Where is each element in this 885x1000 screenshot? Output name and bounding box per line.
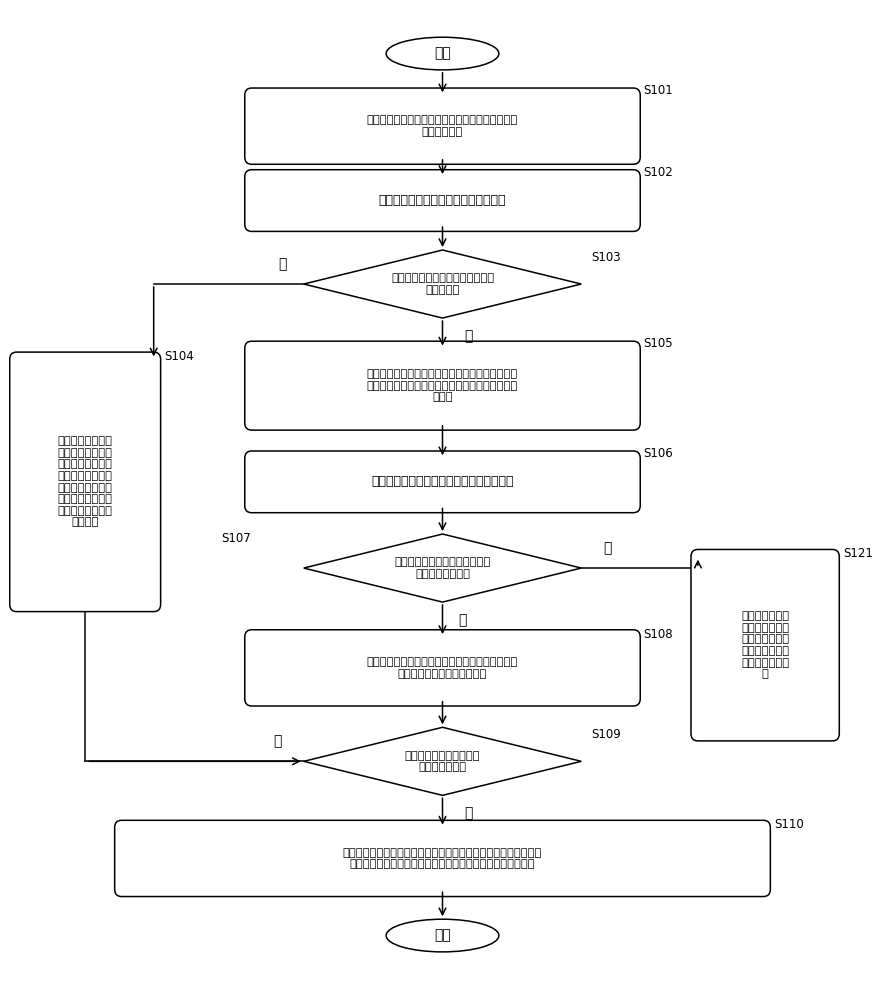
Text: S108: S108 <box>643 628 673 641</box>
Text: 否: 否 <box>273 734 282 748</box>
FancyBboxPatch shape <box>115 820 770 897</box>
Text: S109: S109 <box>592 728 621 741</box>
Text: 若所述第一时标的
値不小于所述第一
预设时间，将所述
第一存储器中的所
有待存信息存储至
第二存储器，并擦
除所述第一存储器
中的数据: 若所述第一时标的 値不小于所述第一 预设时间，将所述 第一存储器中的所 有待存信… <box>58 436 112 527</box>
FancyBboxPatch shape <box>245 88 640 164</box>
Polygon shape <box>304 250 581 318</box>
Text: S104: S104 <box>164 350 194 363</box>
FancyBboxPatch shape <box>245 630 640 706</box>
Text: 否: 否 <box>458 613 466 627</box>
Text: S106: S106 <box>643 447 673 460</box>
Ellipse shape <box>386 37 499 70</box>
FancyBboxPatch shape <box>245 341 640 430</box>
Text: 所述第二时标的
値小于所述第一
预设时间，继续
执行获取待存信
息进行存储的步
骤: 所述第二时标的 値小于所述第一 预设时间，继续 执行获取待存信 息进行存储的步 … <box>741 611 789 679</box>
Text: S101: S101 <box>643 84 673 97</box>
Text: 将所述第二待存信息存储至所述第一存储器: 将所述第二待存信息存储至所述第一存储器 <box>371 475 514 488</box>
Text: 判断所述第一时标的値是否小于第
一预设时间: 判断所述第一时标的値是否小于第 一预设时间 <box>391 273 494 295</box>
Text: 所述第二时标的値不小于所述第一预设时间，获取
所述第二存储器中的最大时标: 所述第二时标的値不小于所述第一预设时间，获取 所述第二存储器中的最大时标 <box>367 657 518 679</box>
Text: S102: S102 <box>643 166 673 179</box>
Polygon shape <box>304 534 581 602</box>
Text: S103: S103 <box>592 251 621 264</box>
Text: 获取第一待存信息，所述第一待存信息包括第一时
标和第一数据: 获取第一待存信息，所述第一待存信息包括第一时 标和第一数据 <box>367 115 518 137</box>
FancyBboxPatch shape <box>691 549 839 741</box>
Text: 所述第一时标的値小于所述第一预设时间，获取第
二待存信息，所述第二待存信息包括第二时标和第
二数据: 所述第一时标的値小于所述第一预设时间，获取第 二待存信息，所述第二待存信息包括第… <box>367 369 518 402</box>
Ellipse shape <box>386 919 499 952</box>
Text: 将所述第一待存信息存储至第一存储器: 将所述第一待存信息存储至第一存储器 <box>379 194 506 207</box>
Text: S105: S105 <box>643 337 673 350</box>
Text: S121: S121 <box>843 547 873 560</box>
Text: 开始: 开始 <box>435 47 450 61</box>
FancyBboxPatch shape <box>245 451 640 513</box>
Text: 否: 否 <box>278 257 286 271</box>
Text: S110: S110 <box>773 818 804 831</box>
Text: 是: 是 <box>603 541 612 555</box>
Text: 是: 是 <box>465 807 473 821</box>
Text: 所述第二时标大于所述最大时标，将所述第一存储器中的所有待存
信息存储至所述第二存储器，并擦除所述第一存储器中的数据: 所述第二时标大于所述最大时标，将所述第一存储器中的所有待存 信息存储至所述第二存… <box>342 848 543 869</box>
FancyBboxPatch shape <box>245 170 640 231</box>
Text: S107: S107 <box>221 532 251 545</box>
Text: 判断所述第二时标是否大
于所述最大时标: 判断所述第二时标是否大 于所述最大时标 <box>404 751 481 772</box>
Text: 是: 是 <box>465 329 473 343</box>
Polygon shape <box>304 727 581 795</box>
Text: 结束: 结束 <box>435 929 450 943</box>
FancyBboxPatch shape <box>10 352 160 612</box>
Text: 判断所述第二时标的値是否小于
所述第一预设时间: 判断所述第二时标的値是否小于 所述第一预设时间 <box>395 557 490 579</box>
